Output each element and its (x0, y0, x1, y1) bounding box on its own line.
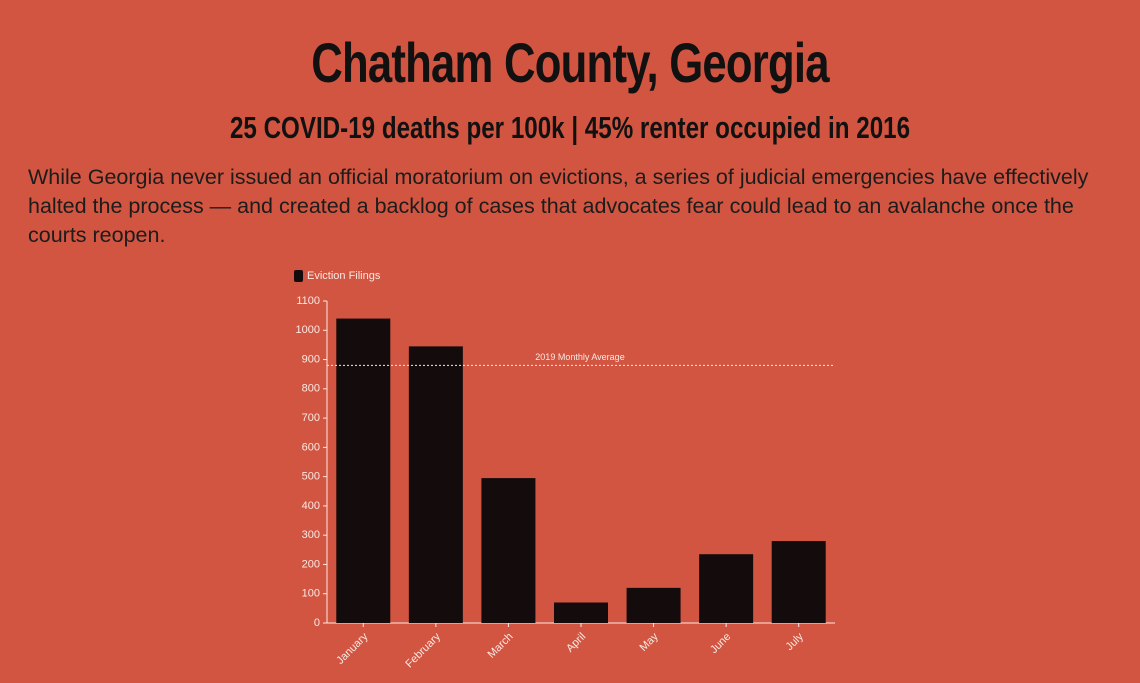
x-tick-label: May (638, 630, 662, 654)
legend-label: Eviction Filings (307, 270, 381, 282)
page-subtitle: 25 COVID-19 deaths per 100k | 45% renter… (229, 110, 911, 145)
bar (626, 587, 681, 623)
x-tick-label: June (708, 631, 733, 656)
y-tick-label: 600 (302, 441, 320, 453)
y-tick-label: 200 (302, 558, 320, 570)
legend-swatch (294, 270, 303, 282)
y-tick-label: 500 (302, 471, 320, 483)
reference-label: 2019 Monthly Average (535, 352, 624, 362)
y-tick-label: 100 (302, 588, 320, 600)
description: While Georgia never issued an official m… (28, 165, 1089, 247)
page-title: Chatham County, Georgia (311, 31, 829, 94)
y-tick-label: 800 (302, 383, 320, 395)
x-tick-label: February (403, 630, 443, 670)
y-tick-label: 300 (302, 529, 320, 541)
bar (771, 541, 826, 623)
y-tick-label: 0 (314, 617, 320, 629)
x-tick-label: July (784, 630, 807, 653)
bar (336, 318, 391, 623)
bar (481, 478, 536, 623)
x-tick-label: April (564, 631, 588, 655)
bar (554, 602, 608, 623)
x-tick-label: January (334, 630, 371, 667)
y-tick-label: 900 (302, 353, 320, 365)
y-tick-label: 1000 (296, 324, 320, 336)
y-tick-label: 400 (302, 500, 320, 512)
bar (408, 346, 463, 623)
y-tick-label: 1100 (296, 295, 320, 307)
x-tick-label: March (486, 631, 516, 661)
y-tick-label: 700 (302, 412, 320, 424)
bar (699, 554, 754, 623)
